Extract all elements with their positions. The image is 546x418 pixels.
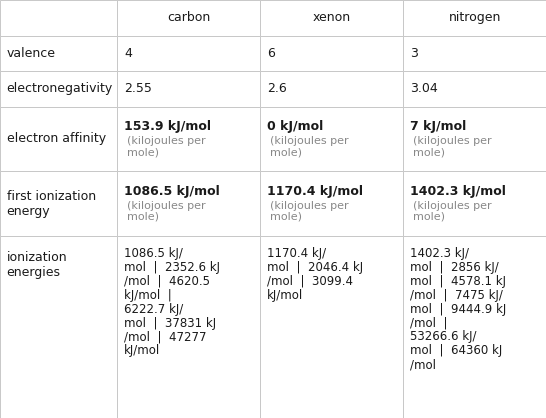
Bar [403,236,546,418]
Bar [117,36,260,71]
Text: 6: 6 [267,47,275,60]
Text: (kilojoules per: (kilojoules per [270,201,348,211]
Bar [260,107,403,171]
Text: /mol  |: /mol | [410,316,448,329]
Text: mol  |  37831 kJ: mol | 37831 kJ [124,316,216,329]
Text: (kilojoules per: (kilojoules per [127,136,205,146]
Bar [0,36,117,71]
Text: (kilojoules per: (kilojoules per [413,201,491,211]
Text: xenon: xenon [313,11,351,24]
Text: 1402.3 kJ/: 1402.3 kJ/ [410,247,469,260]
Text: mole): mole) [413,147,445,157]
Text: mole): mole) [270,147,302,157]
Bar [403,107,546,171]
Text: 1086.5 kJ/mol: 1086.5 kJ/mol [124,185,219,198]
Text: 2.55: 2.55 [124,82,152,95]
Text: 0 kJ/mol: 0 kJ/mol [267,120,323,133]
Text: (kilojoules per: (kilojoules per [413,136,491,146]
Text: mol  |  9444.9 kJ: mol | 9444.9 kJ [410,303,506,316]
Text: (kilojoules per: (kilojoules per [127,201,205,211]
Text: mol  |  2856 kJ/: mol | 2856 kJ/ [410,261,499,274]
Bar [117,71,260,107]
Bar [403,0,546,36]
Text: 3.04: 3.04 [410,82,438,95]
Text: 53266.6 kJ/: 53266.6 kJ/ [410,330,477,344]
Text: mole): mole) [127,212,159,222]
Text: mol  |  4578.1 kJ: mol | 4578.1 kJ [410,275,506,288]
Text: 153.9 kJ/mol: 153.9 kJ/mol [124,120,211,133]
Bar [260,236,403,418]
Text: /mol  |  4620.5: /mol | 4620.5 [124,275,210,288]
Bar [117,107,260,171]
Bar [403,36,546,71]
Text: /mol  |  3099.4: /mol | 3099.4 [267,275,353,288]
Text: /mol: /mol [410,358,436,371]
Text: kJ/mol: kJ/mol [267,289,303,302]
Text: first ionization
energy: first ionization energy [7,190,96,218]
Text: 1402.3 kJ/mol: 1402.3 kJ/mol [410,185,506,198]
Text: mol  |  2352.6 kJ: mol | 2352.6 kJ [124,261,220,274]
Text: mol  |  2046.4 kJ: mol | 2046.4 kJ [267,261,363,274]
Text: 3: 3 [410,47,418,60]
Text: kJ/mol  |: kJ/mol | [124,289,171,302]
Bar [0,171,117,236]
Text: ionization
energies: ionization energies [7,251,67,279]
Bar [117,171,260,236]
Text: mole): mole) [127,147,159,157]
Text: nitrogen: nitrogen [449,11,501,24]
Text: 4: 4 [124,47,132,60]
Bar [117,236,260,418]
Text: electronegativity: electronegativity [7,82,113,95]
Bar [0,236,117,418]
Text: (kilojoules per: (kilojoules per [270,136,348,146]
Text: valence: valence [7,47,56,60]
Bar [0,107,117,171]
Bar [260,36,403,71]
Text: 1086.5 kJ/: 1086.5 kJ/ [124,247,183,260]
Text: mole): mole) [413,212,445,222]
Text: 7 kJ/mol: 7 kJ/mol [410,120,466,133]
Text: kJ/mol: kJ/mol [124,344,160,357]
Bar [260,71,403,107]
Bar [0,71,117,107]
Text: mole): mole) [270,212,302,222]
Bar [403,171,546,236]
Text: /mol  |  7475 kJ/: /mol | 7475 kJ/ [410,289,503,302]
Text: electron affinity: electron affinity [7,133,106,145]
Bar [117,0,260,36]
Bar [260,171,403,236]
Text: carbon: carbon [167,11,211,24]
Bar [0,0,117,36]
Bar [403,71,546,107]
Text: 6222.7 kJ/: 6222.7 kJ/ [124,303,183,316]
Text: mol  |  64360 kJ: mol | 64360 kJ [410,344,502,357]
Text: 1170.4 kJ/mol: 1170.4 kJ/mol [267,185,363,198]
Text: 1170.4 kJ/: 1170.4 kJ/ [267,247,326,260]
Text: 2.6: 2.6 [267,82,287,95]
Bar [260,0,403,36]
Text: /mol  |  47277: /mol | 47277 [124,330,206,344]
